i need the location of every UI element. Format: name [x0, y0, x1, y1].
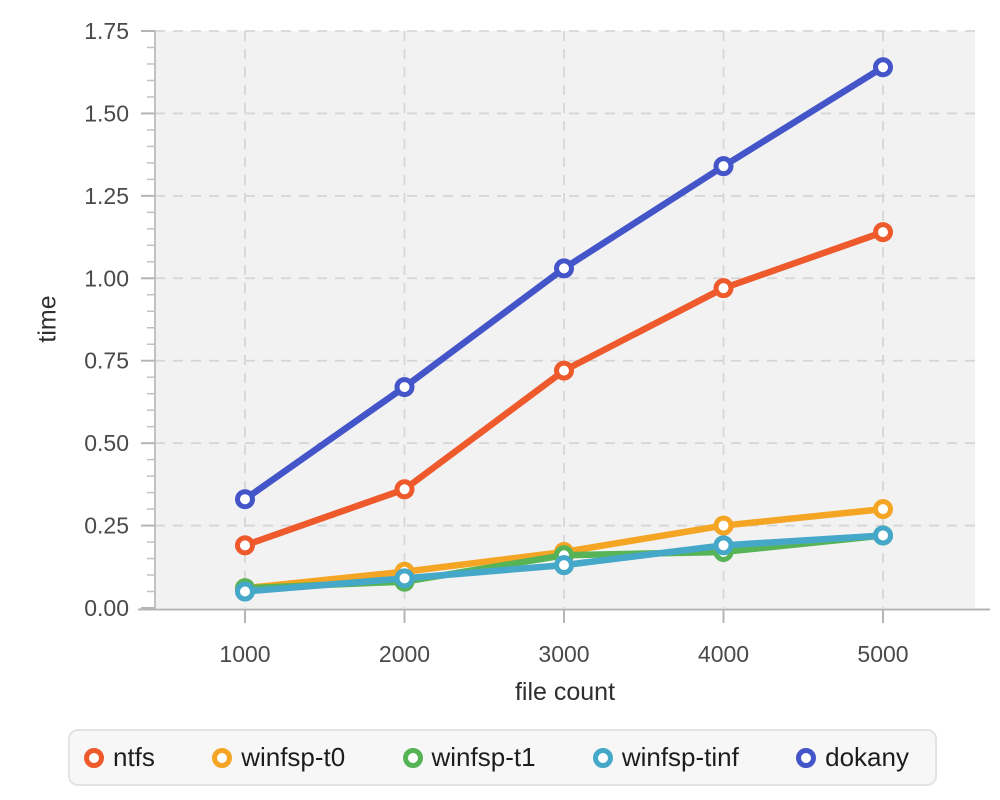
data-point-marker	[394, 568, 415, 589]
series-dokany	[235, 57, 893, 510]
data-point-marker	[873, 499, 893, 520]
legend-item-winfsp-t1: winfsp-t1	[402, 742, 536, 773]
data-point-marker	[554, 555, 574, 576]
y-axis-title: time	[33, 295, 62, 343]
svg-text:0.00: 0.00	[84, 595, 129, 621]
legend-item-dokany: dokany	[796, 742, 909, 773]
gridlines	[155, 30, 975, 608]
legend-marker-icon	[84, 747, 104, 768]
svg-text:1.25: 1.25	[84, 183, 129, 209]
legend-label: winfsp-t1	[431, 742, 536, 772]
data-point-marker	[873, 222, 893, 243]
data-point-marker	[873, 57, 893, 78]
series-ntfs	[235, 222, 893, 556]
data-point-marker	[713, 156, 734, 177]
legend: ntfs winfsp-t0 winfsp-t1 winfsp-tinf dokany	[68, 729, 937, 786]
line-chart-canvas: 0.00 0.25 0.50 0.75 1.00 1.25 1.50 1.75 1000 2000…	[84, 18, 990, 667]
axes	[138, 30, 990, 623]
svg-text:0.25: 0.25	[84, 513, 129, 539]
data-point-marker	[554, 360, 574, 381]
svg-text:3000: 3000	[538, 641, 589, 667]
svg-text:4000: 4000	[698, 641, 749, 667]
plot-area	[155, 31, 975, 608]
svg-text:1.75: 1.75	[84, 18, 129, 44]
svg-text:1.00: 1.00	[84, 265, 129, 291]
data-point-marker	[873, 525, 893, 546]
data-point-marker	[554, 258, 574, 279]
svg-text:0.50: 0.50	[84, 430, 129, 456]
legend-marker-icon	[402, 747, 423, 768]
legend-label: ntfs	[113, 742, 155, 772]
data-point-marker	[235, 489, 255, 510]
legend-item-ntfs: ntfs	[84, 742, 155, 773]
x-tick-labels: 1000 2000 3000 4000 5000	[219, 641, 908, 667]
svg-text:0.75: 0.75	[84, 348, 129, 374]
data-point-marker	[394, 479, 415, 500]
legend-label: winfsp-t0	[241, 742, 346, 772]
svg-text:5000: 5000	[857, 641, 908, 667]
legend-item-winfsp-tinf: winfsp-tinf	[592, 742, 739, 773]
data-point-marker	[394, 377, 415, 398]
legend-marker-icon	[796, 747, 817, 768]
svg-text:1000: 1000	[219, 641, 270, 667]
y-tick-labels: 0.00 0.25 0.50 0.75 1.00 1.25 1.50 1.75	[84, 18, 129, 621]
data-point-marker	[235, 535, 255, 556]
legend-item-winfsp-t0: winfsp-t0	[212, 742, 345, 773]
legend-label: dokany	[825, 742, 909, 772]
svg-text:1.50: 1.50	[84, 100, 129, 126]
data-point-marker	[713, 515, 734, 536]
data-point-marker	[713, 535, 734, 556]
data-point-marker	[235, 581, 255, 602]
data-point-marker	[713, 278, 734, 299]
legend-marker-icon	[592, 747, 613, 768]
legend-label: winfsp-tinf	[621, 742, 739, 772]
legend-marker-icon	[212, 747, 233, 768]
x-axis-title: file count	[514, 678, 616, 706]
series-winfsp-tinf	[235, 525, 893, 602]
svg-text:2000: 2000	[379, 641, 430, 667]
